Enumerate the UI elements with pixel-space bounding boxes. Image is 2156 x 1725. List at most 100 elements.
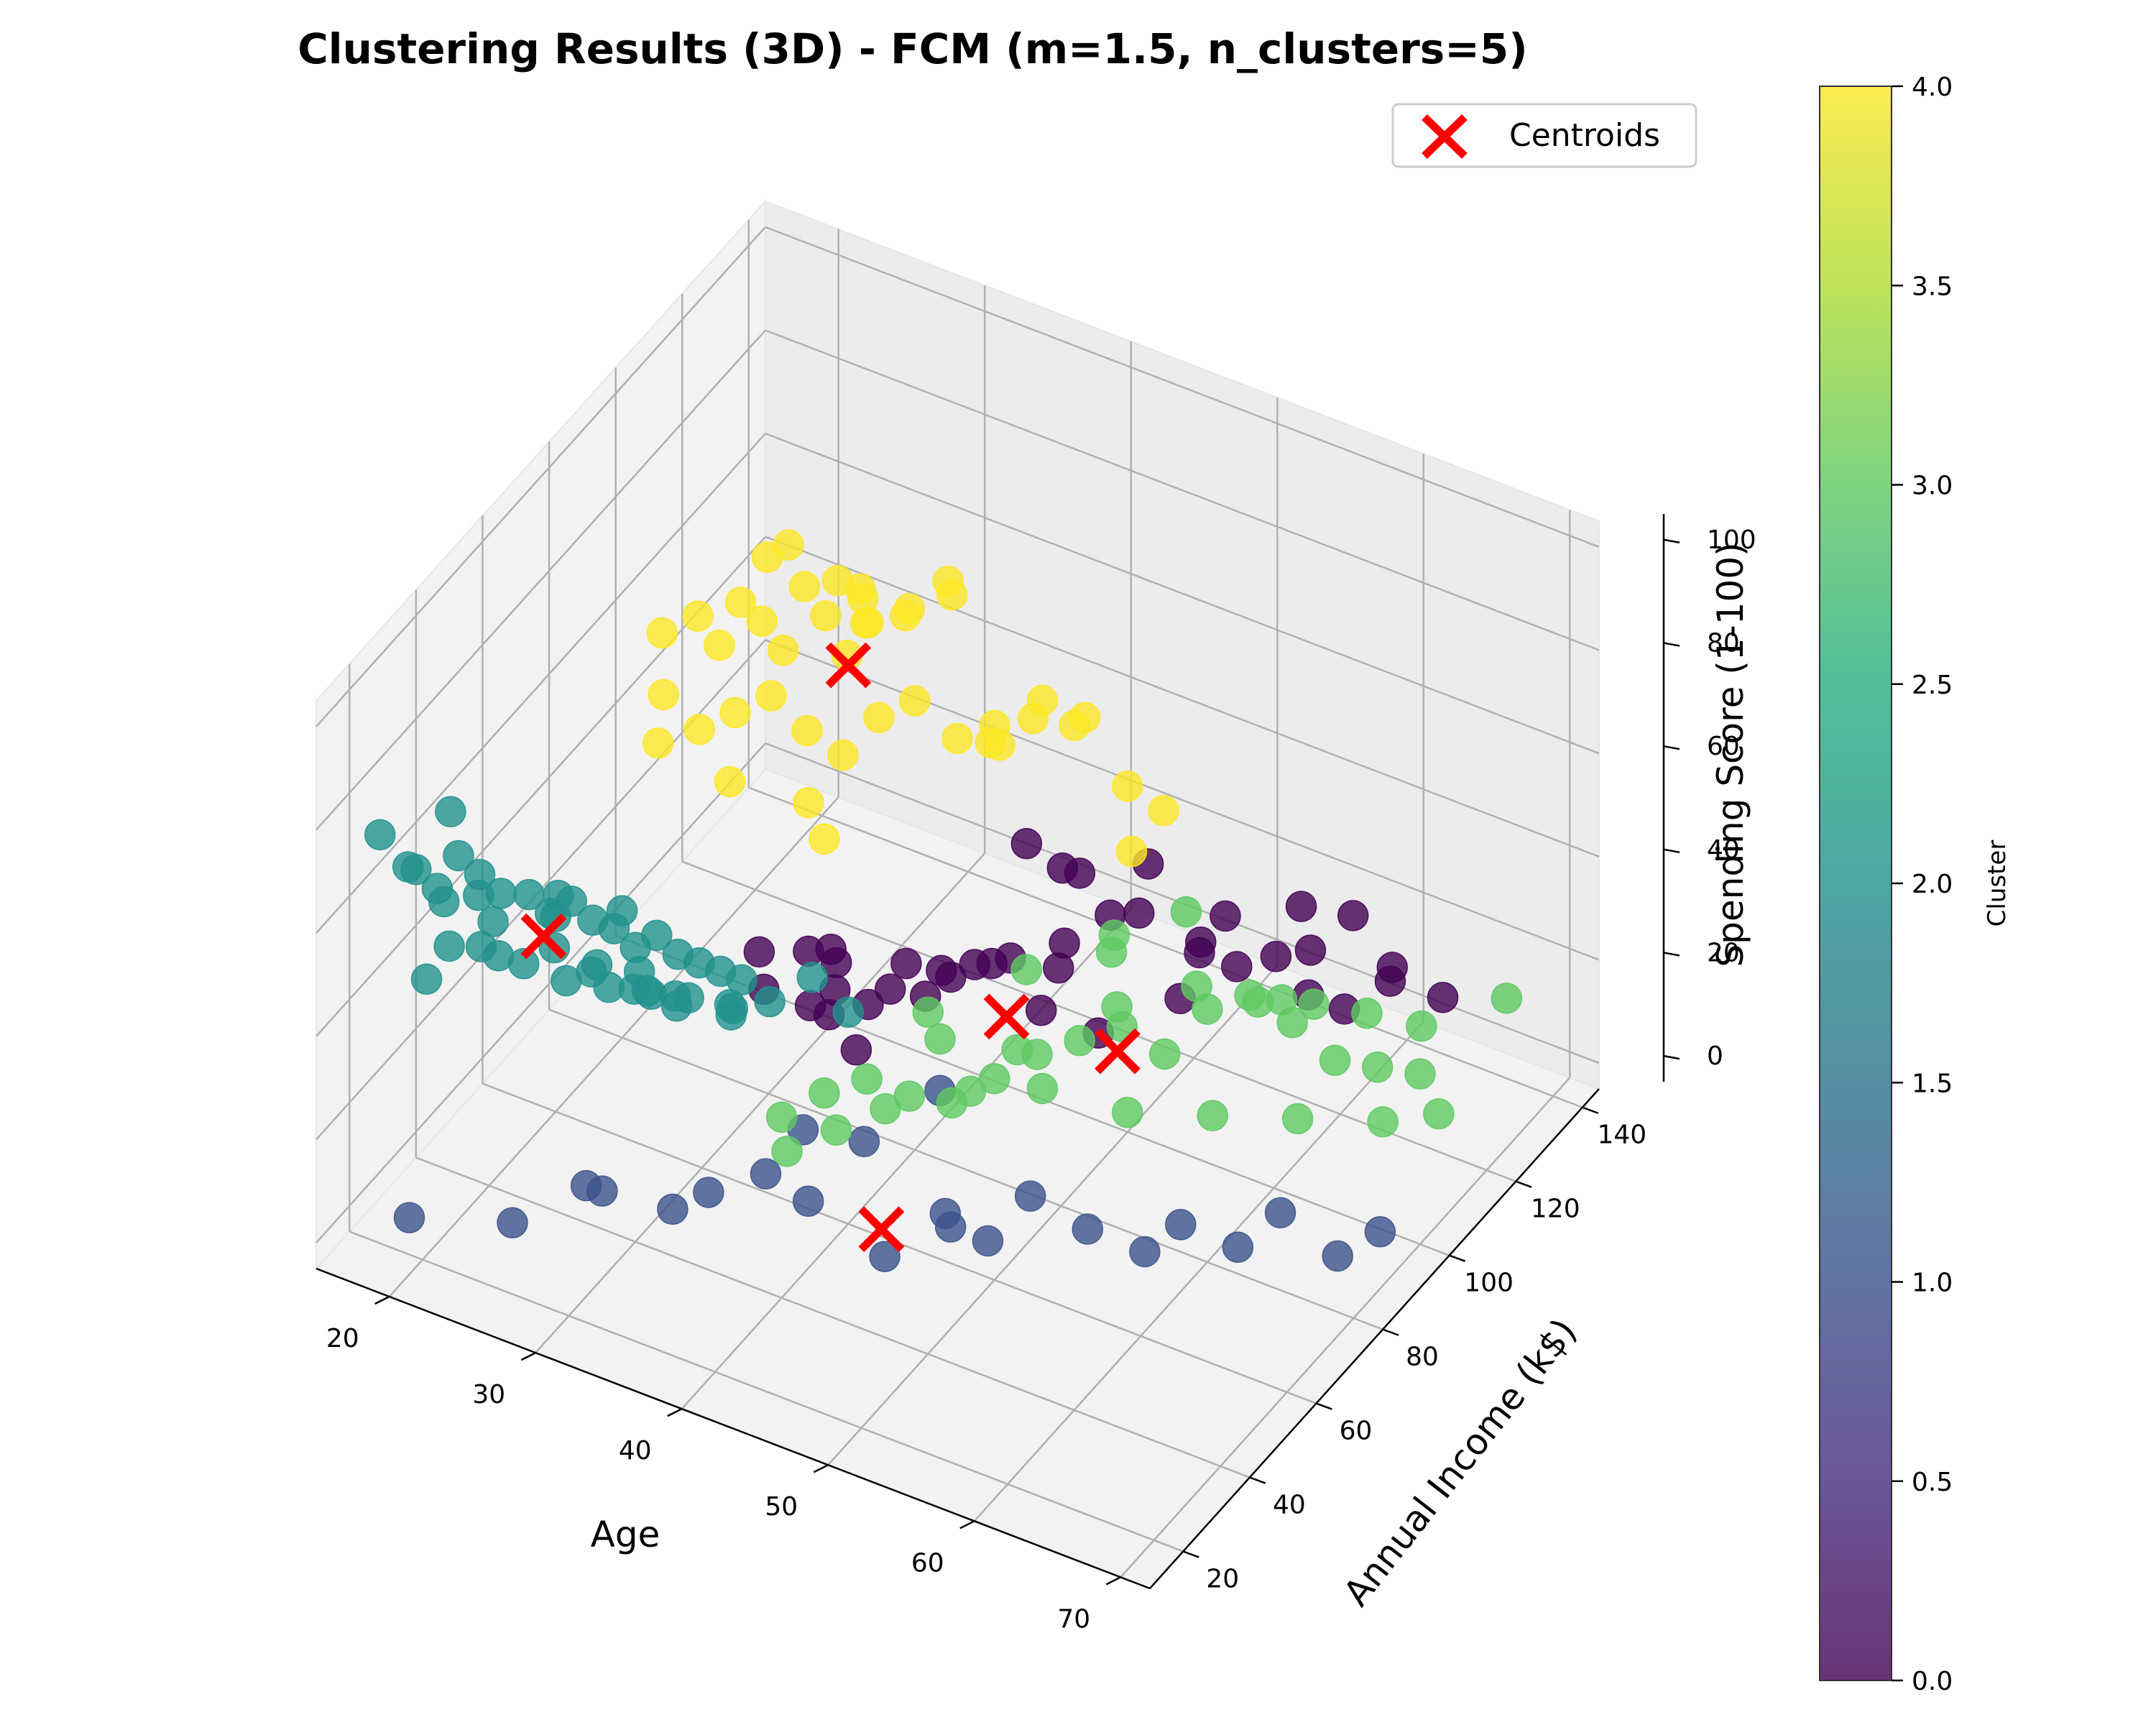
scatter-point-cluster-2 — [464, 858, 496, 891]
colorbar-tick-label: 1.5 — [1912, 1069, 1953, 1098]
scatter-point-cluster-0 — [1337, 900, 1369, 932]
scatter-point-cluster-4 — [1069, 702, 1101, 733]
scatter-point-cluster-3 — [1423, 1098, 1455, 1130]
scatter-point-cluster-3 — [1281, 1103, 1314, 1135]
scatter-point-cluster-3 — [851, 1063, 883, 1095]
grid-x-floor — [535, 852, 986, 1353]
scatter-point-cluster-0 — [926, 954, 957, 987]
scatter-point-cluster-0 — [1427, 981, 1459, 1013]
scatter-point-cluster-4 — [847, 583, 879, 615]
grid-z-back — [765, 535, 1600, 857]
y-tick-mark — [1582, 1106, 1599, 1114]
x-tick-label: 50 — [765, 1492, 798, 1522]
grid-x-floor — [681, 908, 1132, 1410]
z-tick-mark — [1663, 642, 1680, 647]
scatter-point-cluster-2 — [513, 878, 545, 911]
scatter-point-cluster-3 — [893, 1080, 926, 1112]
scatter-point-cluster-0 — [1210, 900, 1241, 932]
scatter-point-cluster-3 — [820, 1114, 852, 1146]
scatter-point-cluster-0 — [1374, 965, 1406, 997]
scatter-point-cluster-4 — [1112, 770, 1143, 802]
scatter-point-cluster-2 — [465, 931, 497, 962]
scatter-points — [364, 529, 1523, 1272]
z-axis-label: Spending Score (1-100) — [1710, 542, 1751, 967]
scatter-point-cluster-0 — [1049, 927, 1080, 959]
scatter-point-cluster-4 — [746, 605, 778, 637]
scatter-point-cluster-1 — [1264, 1197, 1296, 1229]
scatter-point-cluster-4 — [646, 617, 678, 649]
scatter-point-cluster-4 — [751, 541, 783, 573]
scatter-point-cluster-3 — [1491, 983, 1523, 1014]
scatter-point-cluster-2 — [400, 854, 432, 886]
centroid-marker-3 — [1095, 1028, 1141, 1075]
scatter-point-cluster-3 — [1170, 896, 1202, 928]
scatter-point-cluster-3 — [1276, 1007, 1309, 1039]
legend-box — [1391, 103, 1697, 168]
scatter-point-cluster-1 — [693, 1177, 724, 1208]
colorbar-tick-label: 0.5 — [1912, 1468, 1953, 1497]
legend: Centroids — [1391, 103, 1697, 168]
scatter-point-cluster-3 — [1148, 1038, 1181, 1070]
chart-title: Clustering Results (3D) - FCM (m=1.5, n_… — [298, 24, 1528, 73]
scatter-point-cluster-3 — [765, 1101, 798, 1133]
scatter-point-cluster-4 — [941, 722, 973, 755]
y-tick-label: 20 — [1206, 1565, 1239, 1594]
scatter-point-cluster-2 — [796, 962, 829, 993]
grid-z-back — [765, 433, 1600, 755]
scatter-point-cluster-4 — [704, 630, 735, 661]
scatter-point-cluster-4 — [863, 702, 895, 734]
scatter-point-cluster-4 — [1115, 835, 1148, 868]
scatter-point-cluster-0 — [1064, 857, 1096, 889]
centroid-marker-2 — [520, 913, 567, 960]
y-tick-label: 100 — [1464, 1269, 1514, 1298]
x-tick-mark — [520, 1351, 536, 1361]
scatter-point-cluster-0 — [815, 933, 847, 965]
scatter-point-cluster-4 — [1148, 795, 1179, 827]
scatter-point-cluster-2 — [410, 963, 443, 995]
y-axis-label: Annual Income (k$) — [1335, 1311, 1585, 1614]
scatter-point-cluster-3 — [1095, 936, 1128, 968]
y-tick-label: 120 — [1531, 1195, 1580, 1224]
grid-z-back — [765, 226, 1600, 548]
colorbar-tick-label: 4.0 — [1912, 73, 1953, 102]
scatter-point-cluster-2 — [433, 930, 465, 962]
scatter-point-cluster-2 — [443, 840, 474, 872]
scatter-point-cluster-3 — [1298, 988, 1330, 1021]
scatter-point-cluster-1 — [1364, 1216, 1396, 1248]
scatter-point-cluster-3 — [1021, 1039, 1053, 1070]
scatter-point-cluster-4 — [767, 634, 799, 666]
scatter-point-cluster-3 — [1064, 1024, 1095, 1057]
z-tick-mark — [1663, 952, 1680, 957]
grid-y-floor — [415, 1156, 1250, 1478]
scatter-point-cluster-3 — [1197, 1100, 1229, 1131]
scatter-point-cluster-0 — [1185, 926, 1217, 958]
scatter-point-cluster-2 — [662, 938, 694, 970]
scatter-point-cluster-1 — [1014, 1180, 1046, 1212]
scatter-point-cluster-3 — [1112, 1096, 1143, 1128]
x-tick-label: 20 — [326, 1324, 359, 1353]
scatter-point-cluster-2 — [832, 996, 865, 1029]
scatter-point-cluster-2 — [715, 999, 747, 1031]
scatter-point-cluster-3 — [1234, 979, 1266, 1011]
scatter-point-cluster-4 — [788, 571, 821, 602]
x-tick-label: 70 — [1057, 1604, 1090, 1634]
y-tick-label: 40 — [1273, 1491, 1306, 1520]
scatter-point-cluster-4 — [682, 600, 714, 632]
scatter-point-cluster-1 — [497, 1207, 528, 1238]
x-tick-mark — [813, 1464, 829, 1473]
colorbar-ticks: 0.0 0.5 1.0 1.5 2.0 2.5 3.0 3.5 4.0 — [1892, 73, 1953, 1696]
scatter-point-cluster-4 — [890, 599, 921, 632]
z-tick-mark — [1663, 848, 1680, 854]
scatter-point-cluster-1 — [848, 1126, 880, 1157]
scatter-point-cluster-2 — [631, 975, 663, 1007]
x-tick-label: 30 — [472, 1380, 505, 1409]
x-axis-label: Age — [591, 1514, 660, 1555]
scatter-point-cluster-0 — [1294, 934, 1327, 966]
y-tick-label: 60 — [1340, 1417, 1373, 1446]
z-tick-label: 40 — [1707, 835, 1740, 865]
scatter-point-cluster-3 — [924, 1023, 956, 1055]
scatter-point-cluster-4 — [899, 685, 931, 717]
scatter-point-cluster-4 — [1026, 684, 1059, 717]
y-tick-mark — [1249, 1476, 1266, 1484]
